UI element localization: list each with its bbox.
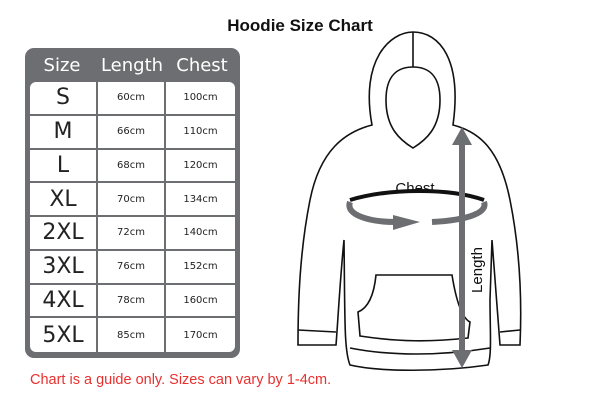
- cell-length: 78cm: [98, 284, 166, 317]
- table-row: 5XL 85cm 170cm: [30, 318, 235, 352]
- cell-length: 60cm: [98, 82, 166, 114]
- cell-length: 70cm: [98, 183, 166, 215]
- header-length: Length: [100, 55, 164, 76]
- chest-label: Chest: [395, 180, 435, 197]
- pocket: [357, 274, 471, 342]
- header-size: Size: [43, 55, 81, 76]
- table-row: 4XL 78cm 160cm: [30, 284, 235, 319]
- cell-size: M: [30, 115, 98, 148]
- size-table: Size Length Chest S 60cm 100cm M 66cm 110cm L 6…: [25, 48, 240, 358]
- table-row: 2XL 72cm 140cm: [30, 217, 235, 251]
- table-row: XL 70cm 134cm: [30, 183, 235, 217]
- cell-size: L: [30, 149, 98, 182]
- cell-chest: 170cm: [183, 329, 218, 341]
- chest-arrowhead: [393, 215, 420, 230]
- cell-length: 68cm: [98, 149, 166, 182]
- cell-size: 4XL: [30, 284, 98, 317]
- hoodie-outline: [297, 31, 522, 372]
- cell-size: 5XL: [30, 318, 98, 352]
- table-row: S 60cm 100cm: [30, 82, 235, 116]
- cell-chest: 160cm: [183, 294, 218, 306]
- cell-length: 72cm: [98, 217, 166, 249]
- cell-length: 76cm: [98, 250, 166, 283]
- disclaimer-note: Chart is a guide only. Sizes can vary by…: [30, 372, 332, 388]
- cell-chest: 140cm: [183, 227, 218, 239]
- cell-chest: 110cm: [183, 126, 218, 138]
- cell-size: 2XL: [30, 217, 98, 249]
- table-body: S 60cm 100cm M 66cm 110cm L 68cm 120cm XL 70cm 134c…: [30, 82, 235, 352]
- length-arrowhead-bottom: [452, 350, 472, 368]
- hood-opening: [385, 66, 441, 149]
- table-row: L 68cm 120cm: [30, 149, 235, 184]
- cell-chest: 152cm: [183, 261, 218, 273]
- chest-band: [349, 189, 485, 202]
- table-row: 3XL 76cm 152cm: [30, 250, 235, 285]
- header-chest: Chest: [176, 55, 228, 76]
- cell-length: 66cm: [98, 115, 166, 148]
- length-label: Length: [469, 247, 486, 293]
- chest-arrow: [346, 200, 396, 225]
- cell-size: XL: [30, 183, 98, 215]
- length-arrowhead-top: [452, 127, 472, 145]
- table-row: M 66cm 110cm: [30, 115, 235, 150]
- cell-chest: 100cm: [183, 92, 218, 104]
- cell-length: 85cm: [98, 318, 166, 352]
- page-title: Hoodie Size Chart: [227, 16, 373, 35]
- cell-chest: 120cm: [183, 159, 218, 171]
- cell-size: S: [30, 82, 98, 114]
- cell-chest: 134cm: [183, 193, 218, 205]
- cell-size: 3XL: [30, 250, 98, 283]
